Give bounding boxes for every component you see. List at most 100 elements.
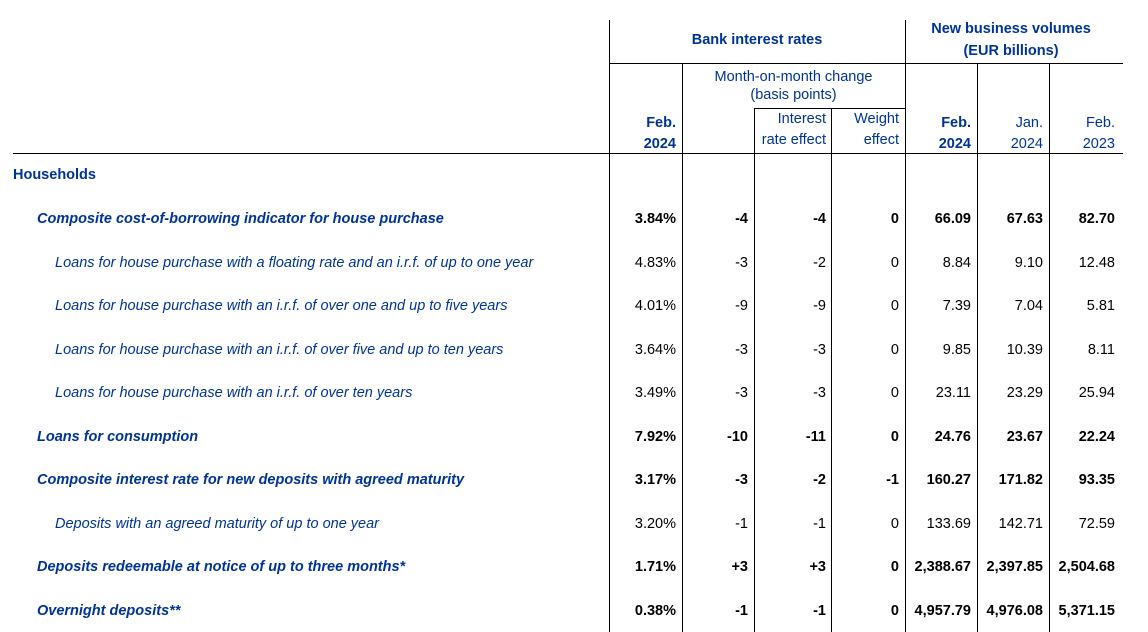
cell-vol-feb2023: 5.81	[1086, 298, 1115, 314]
cell-vol-jan2024: 9.10	[1014, 255, 1043, 271]
cell-interest-effect: -1	[813, 603, 826, 619]
header-bank-rates: Bank interest rates	[691, 32, 823, 48]
cell-vol-feb2024: 66.09	[934, 211, 971, 227]
cell-weight-effect: 0	[890, 342, 899, 358]
cell-vol-jan2024: 10.39	[1006, 342, 1043, 358]
header-volumes-line1: New business volumes	[931, 21, 1091, 37]
header-vol-feb2023-line2: 2023	[1082, 136, 1115, 152]
cell-mom-change: -3	[735, 342, 748, 358]
header-vol-feb2023: Feb. 2023	[1049, 113, 1115, 155]
cell-vol-feb2023: 82.70	[1078, 211, 1115, 227]
cell-mom-change: -9	[735, 298, 748, 314]
cell-weight-effect: 0	[890, 255, 899, 271]
row-label: Overnight deposits**	[37, 603, 181, 619]
cell-weight-effect: 0	[890, 603, 899, 619]
row-label: Loans for house purchase with a floating…	[55, 255, 534, 271]
cell-weight-effect: 0	[890, 429, 899, 445]
cell-mom-change: -3	[735, 385, 748, 401]
cell-interest-effect: -3	[813, 342, 826, 358]
divider-feb23-left	[1049, 64, 1050, 632]
cell-vol-feb2023: 72.59	[1078, 516, 1115, 532]
header-rule-top	[609, 63, 1123, 64]
cell-weight-effect: -1	[886, 472, 899, 488]
header-weight-effect: Weight effect	[831, 109, 899, 151]
cell-vol-feb2024: 160.27	[926, 472, 971, 488]
cell-vol-feb2024: 23.11	[935, 385, 971, 401]
cell-vol-feb2024: 8.84	[942, 255, 971, 271]
cell-interest-effect: -1	[813, 516, 826, 532]
cell-vol-feb2023: 12.48	[1078, 255, 1115, 271]
cell-interest-effect: -9	[813, 298, 826, 314]
header-interest-effect: Interest rate effect	[754, 109, 826, 151]
header-volumes: New business volumes (EUR billions)	[905, 18, 1117, 62]
cell-mom-change: -4	[735, 211, 748, 227]
cell-interest-effect: -11	[805, 429, 826, 445]
divider-jan-left	[977, 64, 978, 632]
row-label: Composite cost-of-borrowing indicator fo…	[37, 211, 444, 227]
cell-weight-effect: 0	[890, 385, 899, 401]
cell-vol-feb2023: 22.24	[1078, 429, 1115, 445]
header-vol-jan2024-line1: Jan.	[1015, 115, 1043, 131]
cell-vol-jan2024: 7.04	[1014, 298, 1043, 314]
cell-mom-change: -1	[735, 603, 748, 619]
cell-weight-effect: 0	[890, 211, 899, 227]
row-label: Composite interest rate for new deposits…	[37, 472, 465, 488]
cell-vol-jan2024: 23.29	[1006, 385, 1043, 401]
cell-interest-effect: +3	[809, 559, 826, 575]
cell-vol-feb2023: 93.35	[1078, 472, 1115, 488]
header-rate-feb2024-line2: 2024	[643, 136, 676, 152]
cell-rate-feb2024: 3.64%	[634, 342, 676, 358]
cell-vol-feb2023: 5,371.15	[1058, 603, 1115, 619]
cell-mom-change: +3	[731, 559, 748, 575]
cell-rate-feb2024: 1.71%	[634, 559, 676, 575]
header-weight-line1: Weight	[854, 111, 899, 127]
header-rate-feb2024-line1: Feb.	[646, 115, 676, 131]
cell-interest-effect: -2	[813, 472, 826, 488]
header-rule-bottom	[13, 153, 1123, 154]
cell-rate-feb2024: 3.20%	[634, 516, 676, 532]
header-vol-feb2024: Feb. 2024	[905, 113, 971, 155]
cell-vol-feb2024: 9.85	[942, 342, 971, 358]
cell-vol-jan2024: 142.71	[998, 516, 1043, 532]
row-label: Loans for house purchase with an i.r.f. …	[55, 342, 504, 358]
cell-mom-change: -3	[735, 255, 748, 271]
divider-mom-left	[682, 64, 683, 632]
row-label: Deposits redeemable at notice of up to t…	[37, 559, 406, 575]
cell-vol-jan2024: 2,397.85	[986, 559, 1043, 575]
header-mom-change: Month-on-month change (basis points)	[682, 68, 905, 104]
row-label: Loans for house purchase with an i.r.f. …	[55, 298, 508, 314]
row-label: Loans for house purchase with an i.r.f. …	[55, 385, 413, 401]
cell-weight-effect: 0	[890, 559, 899, 575]
header-vol-feb2024-line1: Feb.	[941, 115, 971, 131]
cell-interest-effect: -4	[813, 211, 826, 227]
divider-weight-left	[831, 108, 832, 632]
cell-vol-feb2023: 25.94	[1078, 385, 1115, 401]
cell-vol-feb2023: 8.11	[1087, 342, 1115, 358]
header-rate-feb2024: Feb. 2024	[609, 113, 676, 155]
cell-rate-feb2024: 7.92%	[634, 429, 676, 445]
header-weight-line2: effect	[863, 132, 899, 148]
header-vol-feb2023-line1: Feb.	[1085, 115, 1115, 131]
cell-vol-feb2024: 133.69	[926, 516, 971, 532]
header-rule-mom	[754, 108, 905, 109]
cell-mom-change: -1	[735, 516, 748, 532]
section-households: Households	[13, 167, 96, 183]
cell-weight-effect: 0	[890, 516, 899, 532]
cell-vol-jan2024: 4,976.08	[986, 603, 1043, 619]
cell-interest-effect: -2	[813, 255, 826, 271]
cell-vol-jan2024: 171.82	[998, 472, 1043, 488]
cell-vol-feb2024: 24.76	[934, 429, 971, 445]
row-label: Loans for consumption	[37, 429, 199, 445]
cell-mom-change: -3	[735, 472, 748, 488]
cell-vol-feb2023: 2,504.68	[1058, 559, 1115, 575]
header-interest-line2: rate effect	[761, 132, 826, 148]
cell-vol-jan2024: 67.63	[1006, 211, 1043, 227]
header-vol-jan2024-line2: 2024	[1010, 136, 1043, 152]
divider-interest-left	[754, 108, 755, 632]
cell-mom-change: -10	[727, 429, 748, 445]
row-label: Deposits with an agreed maturity of up t…	[55, 516, 380, 532]
header-vol-jan2024: Jan. 2024	[977, 113, 1043, 155]
divider-volumes-left	[905, 20, 906, 632]
cell-rate-feb2024: 3.84%	[634, 211, 676, 227]
cell-vol-feb2024: 7.39	[942, 298, 971, 314]
